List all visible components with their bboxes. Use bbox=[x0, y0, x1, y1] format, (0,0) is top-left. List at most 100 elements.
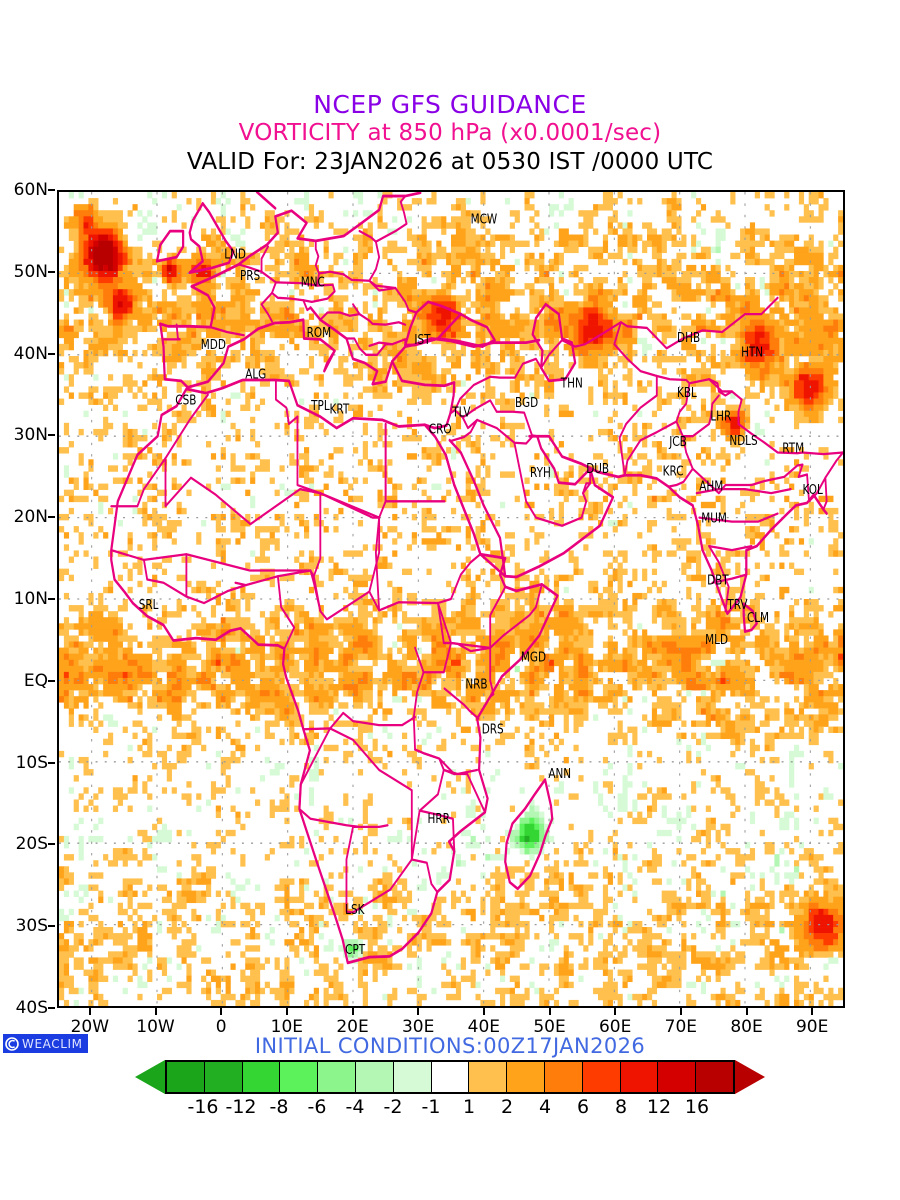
initial-conditions-label: INITIAL CONDITIONS:00Z17JAN2026 bbox=[254, 1034, 646, 1058]
city-label: HTN bbox=[741, 344, 763, 359]
x-tick-mark bbox=[811, 1008, 814, 1015]
x-tick-mark bbox=[482, 1008, 485, 1015]
weaclim-logo-icon bbox=[5, 1036, 19, 1051]
colorbar-tick-label: 2 bbox=[500, 1096, 514, 1118]
x-tick-label: 90E bbox=[795, 1017, 829, 1037]
colorbar-tick-label: 4 bbox=[538, 1096, 552, 1118]
city-label: MLD bbox=[705, 632, 728, 647]
city-label: ANN bbox=[548, 766, 571, 781]
colorbar-swatch bbox=[544, 1062, 583, 1092]
city-label-layer: MCW LND PRS MNC ROM IST MDD ALG CSB TPL KRT TLV CRO T… bbox=[139, 212, 823, 958]
city-label: NRB bbox=[465, 676, 487, 691]
colorbar-tick-labels: -16 -12 -8 -6 -4 -2 -1 1 2 4 6 8 12 16 bbox=[165, 1096, 735, 1120]
y-tick-label: 20N bbox=[13, 507, 48, 528]
weaclim-badge[interactable]: WEACLIM bbox=[3, 1034, 88, 1053]
colorbar-swatch bbox=[620, 1062, 659, 1092]
colorbar-swatch bbox=[280, 1062, 319, 1092]
x-tick-mark bbox=[745, 1008, 748, 1015]
city-label: TRV bbox=[726, 597, 747, 612]
city-label: KBL bbox=[677, 385, 697, 400]
colorbar-swatch bbox=[507, 1062, 545, 1092]
coastline-border-layer bbox=[110, 192, 843, 965]
x-tick-mark bbox=[154, 1008, 157, 1015]
city-label: PRS bbox=[240, 268, 260, 283]
x-tick-mark bbox=[220, 1008, 223, 1015]
y-tick-label: 60N bbox=[13, 180, 48, 200]
colorbar-extend-max-arrow bbox=[735, 1060, 765, 1094]
city-label: NDLS bbox=[729, 433, 757, 448]
city-label: AHM bbox=[699, 479, 723, 494]
city-label: BGD bbox=[515, 395, 538, 410]
x-tick-label: 0 bbox=[215, 1017, 227, 1037]
colorbar-tick-label: 6 bbox=[576, 1096, 590, 1118]
y-tick-label: 30S bbox=[15, 916, 48, 937]
page-title: NCEP GFS GUIDANCE bbox=[313, 90, 587, 119]
y-tick-label: 50N bbox=[13, 261, 48, 282]
colorbar-swatch bbox=[469, 1062, 508, 1092]
city-label: TPL bbox=[310, 398, 330, 413]
x-tick-mark bbox=[417, 1008, 420, 1015]
city-label: ROM bbox=[307, 325, 331, 340]
map-canvas: MCW LND PRS MNC ROM IST MDD ALG CSB TPL KRT TLV CRO T… bbox=[59, 192, 843, 1006]
colorbar-tick-label: 12 bbox=[646, 1096, 672, 1118]
city-label: CLM bbox=[747, 610, 769, 625]
x-tick-mark bbox=[88, 1008, 91, 1015]
y-tick-mark bbox=[48, 516, 55, 519]
city-label: LND bbox=[224, 247, 246, 262]
colorbar-swatch bbox=[696, 1062, 733, 1092]
city-label: IST bbox=[414, 332, 431, 347]
vorticity-shading-layer bbox=[59, 192, 843, 1006]
colorbar-tick-label: 1 bbox=[462, 1096, 476, 1118]
x-tick-label: 10W bbox=[136, 1017, 175, 1037]
city-label: TLV bbox=[451, 405, 470, 420]
colorbar-tick-label: -2 bbox=[383, 1096, 403, 1118]
city-label: HRR bbox=[427, 811, 449, 826]
x-tick-label: 30E bbox=[401, 1017, 435, 1037]
city-label: MGD bbox=[521, 650, 546, 665]
x-tick-label: 20E bbox=[336, 1017, 369, 1037]
y-tick-label: 10N bbox=[13, 589, 48, 609]
y-tick-label: 40N bbox=[13, 343, 48, 364]
weaclim-label: WEACLIM bbox=[22, 1036, 83, 1051]
city-label: ALG bbox=[245, 366, 266, 381]
city-label: JCB bbox=[668, 434, 686, 449]
colorbar-tick-label: 16 bbox=[684, 1096, 710, 1118]
city-label: DHB bbox=[677, 330, 700, 345]
colorbar-tick-label: -4 bbox=[345, 1096, 365, 1118]
valid-time-label: VALID For: 23JAN2026 at 0530 IST /0000 U… bbox=[186, 149, 714, 175]
city-label: MNC bbox=[301, 274, 325, 289]
x-axis: 20W 10W 0 10E 20E 30E 40E 50E 60E 70E 80E 90E bbox=[57, 1008, 845, 1040]
y-tick-mark bbox=[48, 679, 55, 682]
y-tick-label: EQ bbox=[23, 670, 48, 691]
x-tick-label: 50E bbox=[533, 1017, 566, 1037]
city-label: DRS bbox=[482, 721, 504, 736]
colorbar-swatch bbox=[167, 1062, 205, 1092]
city-label: MCW bbox=[471, 212, 498, 227]
colorbar-swatch bbox=[204, 1062, 243, 1092]
y-tick-mark bbox=[48, 434, 55, 437]
vorticity-map[interactable]: MCW LND PRS MNC ROM IST MDD ALG CSB TPL KRT TLV CRO T… bbox=[57, 190, 845, 1008]
x-tick-mark bbox=[548, 1008, 551, 1015]
city-label: CPT bbox=[345, 942, 366, 957]
colorbar[interactable]: -16 -12 -8 -6 -4 -2 -1 1 2 4 6 8 12 16 bbox=[135, 1060, 765, 1118]
x-tick-label: 10E bbox=[270, 1017, 304, 1037]
colorbar-tick-label: -16 bbox=[187, 1096, 219, 1118]
colorbar-swatch bbox=[393, 1062, 432, 1092]
city-label: THN bbox=[560, 375, 583, 390]
x-tick-label: 60E bbox=[598, 1017, 632, 1037]
y-tick-mark bbox=[48, 1007, 55, 1009]
colorbar-extend-min-arrow bbox=[135, 1060, 165, 1094]
colorbar-tick-label: -8 bbox=[269, 1096, 289, 1118]
y-tick-mark bbox=[48, 761, 55, 764]
city-label: CRO bbox=[429, 422, 452, 437]
x-tick-label: 70E bbox=[664, 1017, 698, 1037]
city-label: RYH bbox=[530, 465, 551, 480]
x-tick-mark bbox=[285, 1008, 288, 1015]
y-tick-mark bbox=[48, 598, 55, 600]
y-tick-mark bbox=[48, 270, 55, 273]
y-tick-label: 40S bbox=[15, 998, 48, 1018]
city-label: DBT bbox=[707, 572, 729, 587]
city-label: LSK bbox=[345, 902, 365, 917]
city-label: KRC bbox=[663, 463, 684, 478]
x-tick-label: 20W bbox=[70, 1017, 110, 1037]
